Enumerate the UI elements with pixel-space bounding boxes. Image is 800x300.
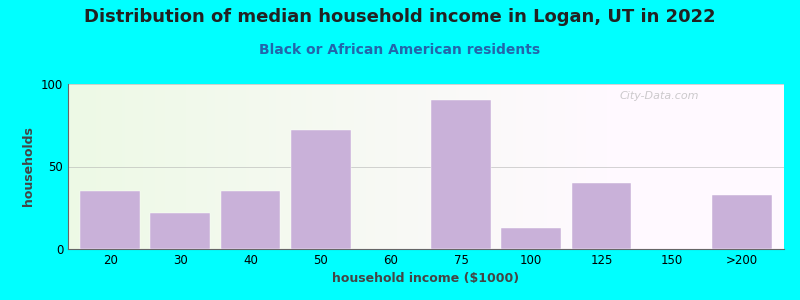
Text: City-Data.com: City-Data.com: [619, 91, 699, 100]
X-axis label: household income ($1000): household income ($1000): [333, 272, 519, 285]
Bar: [80, 191, 140, 249]
Bar: [572, 183, 631, 249]
Bar: [502, 227, 561, 249]
Text: Black or African American residents: Black or African American residents: [259, 44, 541, 58]
Bar: [712, 194, 772, 249]
Text: Distribution of median household income in Logan, UT in 2022: Distribution of median household income …: [84, 8, 716, 26]
Bar: [291, 130, 350, 249]
Y-axis label: households: households: [22, 127, 35, 206]
Bar: [150, 213, 210, 249]
Bar: [221, 191, 280, 249]
Bar: [431, 100, 491, 249]
